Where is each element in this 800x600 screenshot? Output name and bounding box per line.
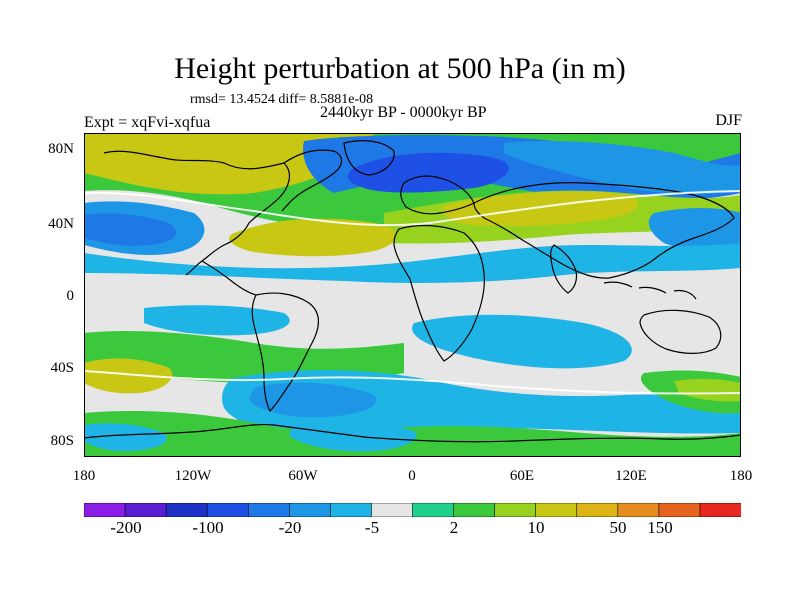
map-frame [84, 133, 741, 457]
india-coast [550, 244, 578, 294]
lon-label-0: 0 [408, 468, 416, 484]
season-label: DJF [715, 112, 742, 129]
north-america-coast [103, 149, 343, 276]
lat-label-80n: 80N [48, 141, 74, 157]
height-perturbation-map [84, 133, 741, 457]
europe-coast [400, 175, 475, 215]
colorbar [83, 502, 742, 518]
antarctica-coast [84, 423, 741, 443]
lon-label-120e: 120E [615, 468, 647, 484]
colorbar-label-minus20: -20 [278, 518, 302, 537]
colorbar-label-50: 50 [609, 518, 627, 537]
rmsd-stats: rmsd= 13.4524 diff= 8.5881e-08 [190, 92, 374, 107]
south-indian-low [412, 314, 632, 369]
colorbar-label-minus200: -200 [110, 518, 142, 537]
lat-label-40n: 40N [48, 216, 74, 232]
greenland-coast [343, 140, 395, 176]
antarctic-low-center [289, 422, 417, 452]
north-america-high [84, 133, 374, 195]
lon-label-60w: 60W [288, 468, 318, 484]
period-label: 2440kyr BP - 0000kyr BP [320, 104, 487, 121]
south-pacific-high [84, 358, 173, 394]
experiment-label: Expt = xqFvi-xqfua [84, 114, 211, 131]
colorbar-label-2: 2 [449, 518, 459, 537]
colorbar-swatch [658, 502, 701, 518]
colorbar-swatch [124, 502, 167, 518]
north-atlantic-core [348, 152, 509, 193]
colorbar-swatch [330, 502, 373, 518]
africa-coast [393, 224, 485, 362]
south-indian-high [674, 378, 741, 402]
colorbar-swatch [83, 502, 126, 518]
asia-high [442, 191, 638, 227]
colorbar-swatch [576, 502, 619, 518]
lat-label-80s: 80S [50, 433, 74, 449]
colorbar-swatch [165, 502, 208, 518]
south-pacific-low-a [144, 305, 290, 336]
australia-coast [639, 309, 722, 354]
colorbar-swatch [289, 502, 332, 518]
colorbar-label-150: 150 [647, 518, 673, 537]
antarctic-low-west [84, 423, 167, 451]
indonesia-coast [603, 281, 697, 300]
colorbar-swatch [453, 502, 496, 518]
southern-ocean-low [222, 370, 741, 434]
contour-line-south [84, 370, 741, 395]
lon-label-60e: 60E [509, 468, 535, 484]
east-pacific-low [648, 208, 741, 253]
map-title: Height perturbation at 500 hPa (in m) [174, 52, 626, 85]
colorbar-label-minus5: -5 [364, 518, 380, 537]
colorbar-label-10: 10 [527, 518, 545, 537]
colorbar-swatch [494, 502, 537, 518]
contour-line-north [84, 190, 741, 227]
siberia-low [504, 141, 741, 195]
lat-label-0: 0 [66, 288, 75, 304]
colorbar-swatch [412, 502, 455, 518]
pacific-low-core [84, 213, 177, 246]
colorbar-swatch [371, 502, 414, 518]
contour-lines [84, 190, 741, 395]
central-america-coast [201, 260, 257, 296]
lon-label-180w: 180 [72, 468, 96, 484]
lon-label-180e: 180 [729, 468, 753, 484]
colorbar-swatch [206, 502, 250, 518]
colorbar-swatch [617, 502, 660, 518]
colorbar-svg [83, 502, 742, 518]
coastlines [84, 140, 741, 443]
colorbar-label-minus100: -100 [192, 518, 224, 537]
colorbar-swatch [247, 502, 291, 518]
asia-coast [473, 182, 735, 279]
south-america-coast [251, 292, 319, 413]
atlantic-midlat-high [229, 218, 397, 257]
colorbar-swatch [535, 502, 578, 518]
south-atlantic-low [249, 382, 377, 418]
lat-label-40s: 40S [50, 360, 74, 376]
lon-label-120w: 120W [174, 468, 212, 484]
colorbar-swatch [699, 502, 742, 518]
